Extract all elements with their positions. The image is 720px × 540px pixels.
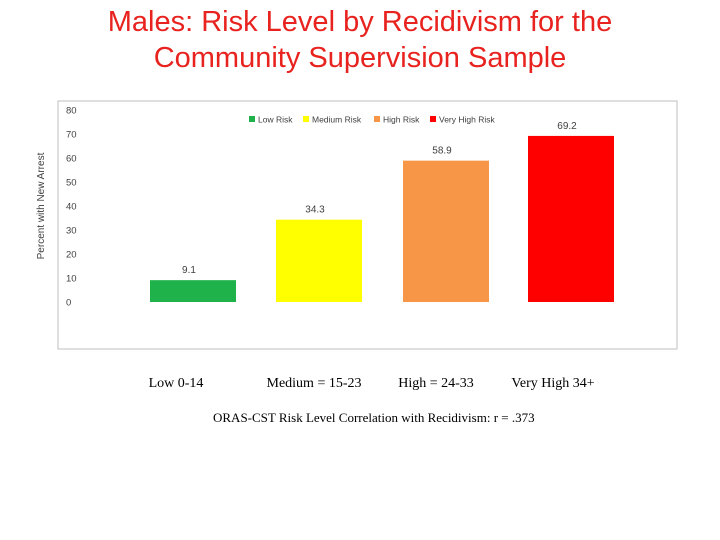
- correlation-footnote: ORAS-CST Risk Level Correlation with Rec…: [213, 410, 535, 425]
- legend-label: High Risk: [383, 115, 420, 125]
- legend-label: Very High Risk: [439, 115, 495, 125]
- legend-label: Medium Risk: [312, 115, 362, 125]
- legend-swatch: [430, 116, 436, 122]
- legend-swatch: [374, 116, 380, 122]
- y-tick-label: 80: [66, 106, 77, 117]
- data-label: 69.2: [557, 121, 577, 132]
- y-tick-label: 10: [66, 274, 77, 285]
- legend-swatch: [249, 116, 255, 122]
- bar-low-risk: [150, 280, 236, 302]
- category-label-medium: Medium = 15-23: [266, 376, 362, 391]
- data-label: 58.9: [432, 146, 452, 157]
- data-label: 9.1: [182, 265, 196, 276]
- chart-title-line-1: Males: Risk Level by Recidivism for the: [107, 6, 613, 38]
- chart-title-line-2: Community Supervision Sample: [153, 42, 567, 74]
- y-tick-label: 20: [66, 250, 77, 261]
- chart-title: Males: Risk Level by Recidivism for the …: [0, 4, 720, 76]
- bar-very-high-risk: [528, 135, 614, 302]
- category-label-very-high: Very High 34+: [511, 376, 595, 391]
- legend-label: Low Risk: [258, 115, 293, 125]
- category-label-high: High = 24-33: [398, 376, 474, 391]
- y-tick-label: 30: [66, 226, 77, 237]
- category-label-low: Low 0-14: [148, 376, 204, 391]
- bar-high-risk: [403, 160, 489, 302]
- y-tick-label: 0: [66, 298, 71, 309]
- y-tick-label: 40: [66, 202, 77, 213]
- legend-swatch: [303, 116, 309, 122]
- data-label: 34.3: [305, 205, 325, 216]
- y-tick-label: 70: [66, 130, 77, 141]
- y-tick-label: 60: [66, 154, 77, 165]
- bar-medium-risk: [276, 219, 362, 302]
- y-axis-title: Percent with New Arrest: [36, 152, 47, 259]
- y-tick-label: 50: [66, 178, 77, 189]
